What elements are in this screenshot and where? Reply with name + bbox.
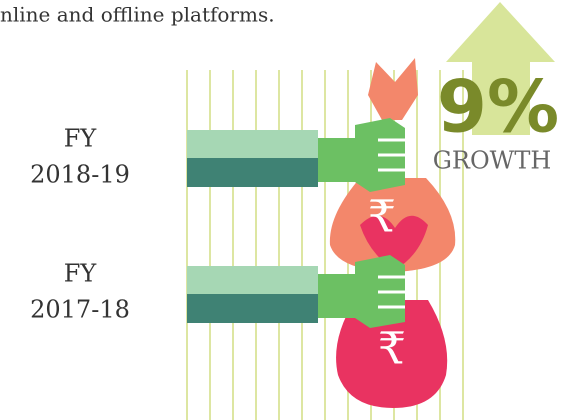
bar-dark <box>187 158 318 187</box>
growth-value: 9% <box>437 65 559 149</box>
bar-light <box>187 130 318 158</box>
infographic: nline and offline platforms. ₹ ₹ 9% G <box>0 0 568 420</box>
row-label: 2018-19 <box>30 161 130 189</box>
growth-label: GROWTH <box>433 147 552 175</box>
row-label: 2017-18 <box>30 296 130 324</box>
currency-symbol: ₹ <box>378 324 406 375</box>
caption: nline and offline platforms. <box>0 3 275 27</box>
row-label: FY <box>64 260 98 288</box>
currency-symbol: ₹ <box>368 192 396 243</box>
bar-light <box>187 266 318 294</box>
page: nline and offline platforms. ₹ ₹ 9% G <box>0 0 568 420</box>
bar-dark <box>187 294 318 323</box>
row-label: FY <box>64 125 98 153</box>
